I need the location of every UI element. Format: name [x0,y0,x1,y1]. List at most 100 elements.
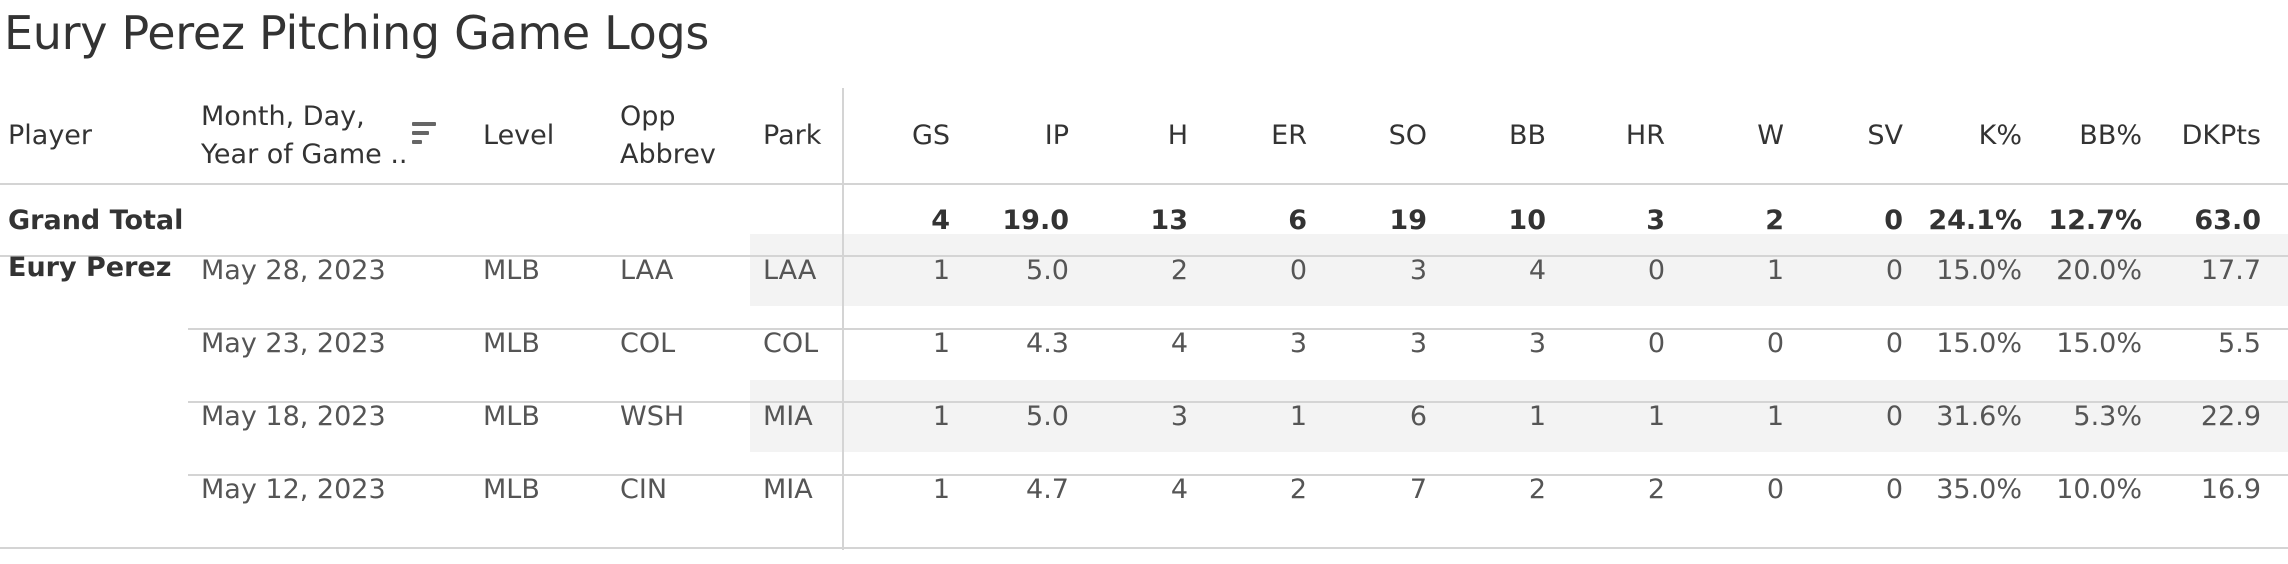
row-hr: 0 [1647,327,1665,359]
header-date-line2: Year of Game .. [201,139,408,170]
game-log-table: Player Month, Day, Year of Game .. Level… [0,88,2288,550]
row-w: 0 [1766,327,1784,359]
row-opp: CIN [620,473,668,505]
grand-total-h: 13 [1150,204,1188,236]
header-so[interactable]: SO [1388,120,1427,151]
header-gs[interactable]: GS [911,120,950,151]
row-dkpts: 16.9 [2200,473,2261,505]
header-er[interactable]: ER [1271,120,1307,151]
header-bb-pct[interactable]: BB% [2079,120,2142,151]
row-bb: 2 [1528,473,1546,505]
row-bb-pct: 15.0% [2056,327,2142,359]
column-divider [842,88,844,550]
grand-total-dkpts: 63.0 [2194,204,2261,236]
row-k-pct: 31.6% [1936,400,2022,432]
player-name: Eury Perez [8,251,172,283]
row-opp: COL [620,327,676,359]
row-sv: 0 [1885,400,1903,432]
grand-total-sv: 0 [1884,204,1903,236]
row-divider [188,328,2288,330]
row-bb-pct: 5.3% [2073,400,2142,432]
header-park[interactable]: Park [763,120,822,151]
row-opp: LAA [620,254,674,286]
row-level: MLB [483,254,540,286]
total-divider [0,255,2288,257]
grand-total-label: Grand Total [8,204,184,236]
grand-total-er: 6 [1288,204,1307,236]
header-date-line1: Month, Day, [201,101,365,132]
row-hr: 2 [1647,473,1665,505]
row-level: MLB [483,400,540,432]
grand-total-bb: 10 [1508,204,1546,236]
header-h[interactable]: H [1167,120,1188,151]
row-so: 6 [1409,400,1427,432]
row-opp: WSH [620,400,685,432]
header-sv[interactable]: SV [1867,120,1903,151]
header-ip[interactable]: IP [1044,120,1069,151]
row-so: 7 [1409,473,1427,505]
row-park: COL [763,327,819,359]
row-er: 0 [1289,254,1307,286]
row-shade-park [750,234,842,306]
header-level[interactable]: Level [483,120,555,151]
row-w: 0 [1766,473,1784,505]
row-dkpts: 22.9 [2200,400,2261,432]
table-bottom-border [0,547,2288,549]
row-h: 4 [1170,473,1188,505]
header-hr[interactable]: HR [1625,120,1665,151]
row-h: 3 [1170,400,1188,432]
row-bb: 4 [1528,254,1546,286]
sort-descending-icon[interactable] [412,122,440,148]
row-gs: 1 [932,254,950,286]
row-er: 1 [1289,400,1307,432]
row-h: 2 [1170,254,1188,286]
row-shade-stats [844,234,2288,306]
header-opp-line2: Abbrev [620,139,716,170]
header-date[interactable]: Month, Day, Year of Game .. [201,88,407,184]
row-h: 4 [1170,327,1188,359]
row-date: May 12, 2023 [201,473,386,505]
row-hr: 0 [1647,254,1665,286]
row-ip: 4.7 [1026,473,1069,505]
header-opp[interactable]: Opp Abbrev [620,88,716,184]
row-park: MIA [763,473,813,505]
row-divider [188,401,2288,403]
row-so: 3 [1409,327,1427,359]
row-date: May 18, 2023 [201,400,386,432]
row-divider [188,474,2288,476]
row-k-pct: 15.0% [1936,254,2022,286]
header-k-pct[interactable]: K% [1978,120,2022,151]
row-er: 2 [1289,473,1307,505]
page-title: Eury Perez Pitching Game Logs [4,6,710,60]
row-dkpts: 5.5 [2218,327,2261,359]
row-hr: 1 [1647,400,1665,432]
row-date: May 28, 2023 [201,254,386,286]
header-divider [0,183,2288,185]
grand-total-ip: 19.0 [1002,204,1069,236]
grand-total-w: 2 [1765,204,1784,236]
row-k-pct: 35.0% [1936,473,2022,505]
row-park: LAA [763,254,817,286]
row-bb-pct: 10.0% [2056,473,2142,505]
row-k-pct: 15.0% [1936,327,2022,359]
row-so: 3 [1409,254,1427,286]
row-level: MLB [483,327,540,359]
header-w[interactable]: W [1757,120,1784,151]
row-sv: 0 [1885,473,1903,505]
grand-total-bb-pct: 12.7% [2048,204,2142,236]
header-dkpts[interactable]: DKPts [2181,120,2261,151]
row-bb-pct: 20.0% [2056,254,2142,286]
row-dkpts: 17.7 [2200,254,2261,286]
row-gs: 1 [932,327,950,359]
row-ip: 5.0 [1026,400,1069,432]
row-shade-stats [844,380,2288,452]
header-bb[interactable]: BB [1508,120,1546,151]
header-opp-line1: Opp [620,101,676,132]
grand-total-k-pct: 24.1% [1928,204,2022,236]
header-player[interactable]: Player [8,120,93,151]
row-ip: 5.0 [1026,254,1069,286]
row-sv: 0 [1885,327,1903,359]
row-w: 1 [1766,400,1784,432]
row-gs: 1 [932,400,950,432]
grand-total-gs: 4 [931,204,950,236]
